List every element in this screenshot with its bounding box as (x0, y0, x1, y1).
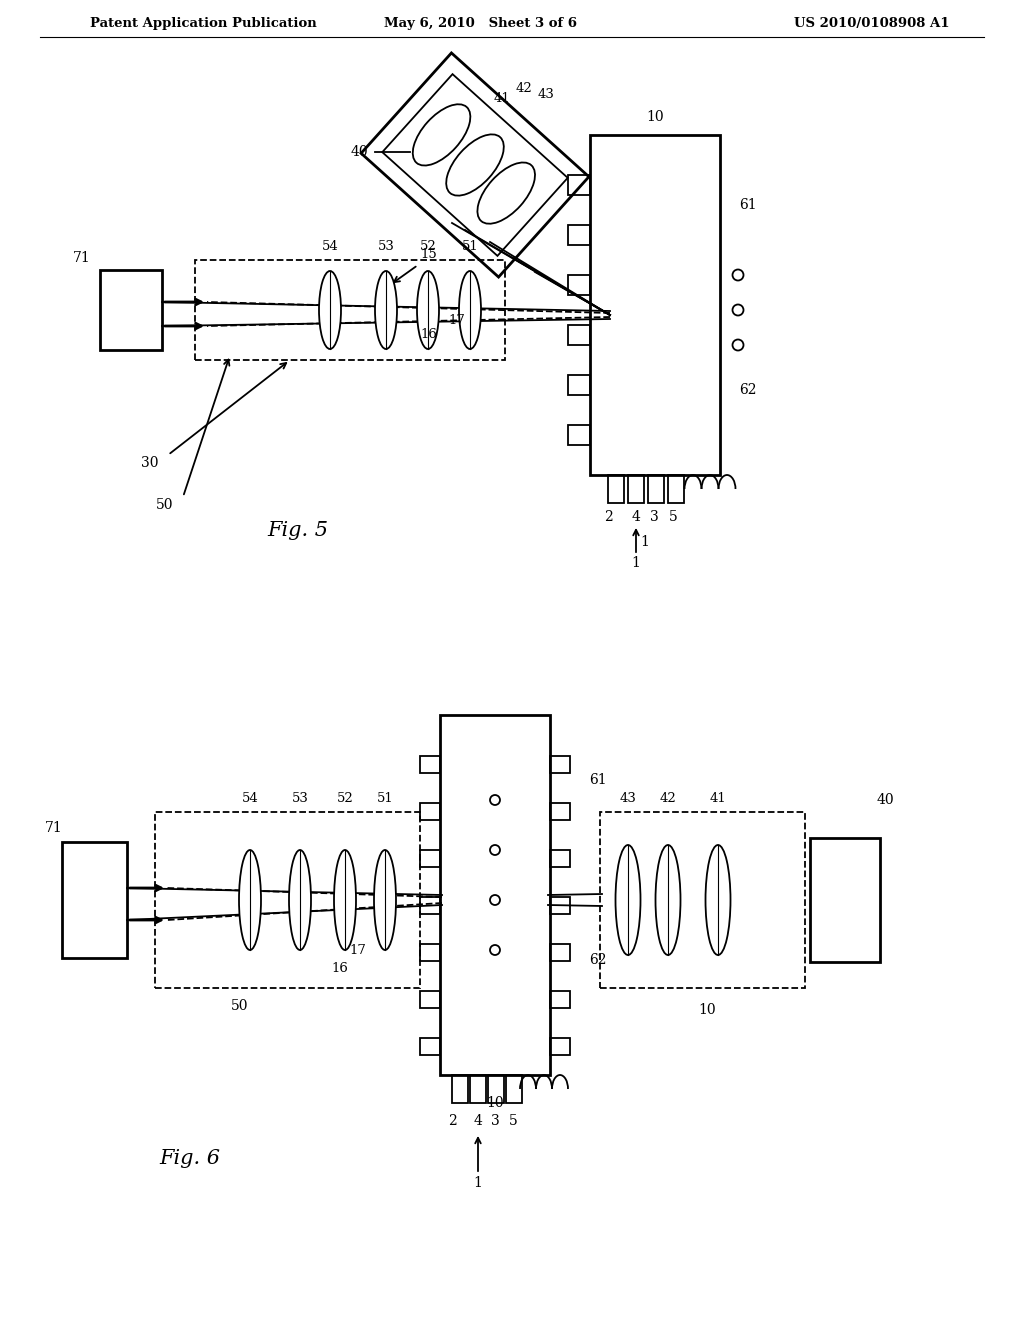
Text: 53: 53 (292, 792, 308, 804)
Bar (420, 1038, 440, 1055)
Bar (420, 944, 440, 961)
Ellipse shape (417, 271, 439, 348)
Bar (600, 812, 805, 987)
Text: 54: 54 (322, 239, 338, 252)
Ellipse shape (459, 271, 481, 348)
Ellipse shape (655, 845, 681, 954)
Bar (628, 475, 644, 503)
Bar (452, 1074, 468, 1104)
Bar (420, 803, 440, 820)
Text: 50: 50 (231, 999, 249, 1012)
Text: 5: 5 (669, 510, 677, 524)
Bar (568, 325, 590, 345)
Bar (550, 756, 570, 774)
Bar (470, 1074, 486, 1104)
Text: 2: 2 (603, 510, 612, 524)
Text: 51: 51 (462, 239, 478, 252)
Text: 10: 10 (486, 1096, 504, 1110)
Bar (100, 271, 162, 350)
Text: 1: 1 (473, 1176, 482, 1191)
Text: 4: 4 (473, 1114, 482, 1129)
Bar (810, 838, 880, 962)
Text: 42: 42 (516, 82, 532, 95)
Bar (550, 898, 570, 913)
Bar (550, 944, 570, 961)
Text: 43: 43 (620, 792, 637, 804)
Ellipse shape (319, 271, 341, 348)
Bar (568, 224, 590, 246)
Text: May 6, 2010   Sheet 3 of 6: May 6, 2010 Sheet 3 of 6 (384, 16, 577, 29)
Text: 10: 10 (698, 1003, 716, 1016)
Bar (590, 135, 720, 475)
Text: 5: 5 (509, 1114, 517, 1129)
Bar (568, 176, 590, 195)
Text: 52: 52 (420, 239, 436, 252)
Ellipse shape (375, 271, 397, 348)
Text: 40: 40 (350, 145, 368, 158)
Bar (420, 850, 440, 867)
Text: 41: 41 (494, 92, 510, 106)
Text: 17: 17 (349, 944, 367, 957)
Ellipse shape (289, 850, 311, 950)
Bar (568, 275, 590, 294)
Ellipse shape (413, 104, 470, 165)
Text: 61: 61 (739, 198, 757, 213)
Text: 61: 61 (589, 774, 607, 787)
Bar (648, 475, 664, 503)
Ellipse shape (334, 850, 356, 950)
Text: 54: 54 (242, 792, 258, 804)
Text: 62: 62 (739, 383, 757, 397)
Text: 3: 3 (649, 510, 658, 524)
Bar (506, 1074, 522, 1104)
Text: 71: 71 (45, 821, 62, 836)
Text: US 2010/0108908 A1: US 2010/0108908 A1 (795, 16, 950, 29)
Text: 71: 71 (73, 251, 91, 265)
Text: 40: 40 (877, 793, 894, 807)
Text: 1: 1 (641, 535, 649, 549)
Bar (568, 375, 590, 395)
Text: 4: 4 (632, 510, 640, 524)
Text: Patent Application Publication: Patent Application Publication (90, 16, 316, 29)
Bar (155, 812, 420, 987)
Text: 1: 1 (632, 556, 640, 570)
Text: 53: 53 (378, 239, 394, 252)
Text: 43: 43 (538, 88, 554, 102)
Bar (62, 842, 127, 958)
Text: 17: 17 (449, 314, 465, 326)
Ellipse shape (615, 845, 640, 954)
Text: 52: 52 (337, 792, 353, 804)
Bar (550, 850, 570, 867)
Ellipse shape (446, 135, 504, 195)
Bar (550, 991, 570, 1008)
Text: 2: 2 (447, 1114, 457, 1129)
Bar (568, 425, 590, 445)
Text: 30: 30 (141, 455, 159, 470)
Bar (550, 1038, 570, 1055)
Bar (195, 260, 505, 360)
Bar (420, 991, 440, 1008)
Text: 42: 42 (659, 792, 677, 804)
Bar (668, 475, 684, 503)
Ellipse shape (374, 850, 396, 950)
Text: 50: 50 (157, 498, 174, 512)
Text: 16: 16 (332, 961, 348, 974)
Text: 3: 3 (490, 1114, 500, 1129)
Text: Fig. 6: Fig. 6 (160, 1148, 220, 1167)
Ellipse shape (706, 845, 730, 954)
Bar (420, 898, 440, 913)
Text: 51: 51 (377, 792, 393, 804)
Ellipse shape (239, 850, 261, 950)
Text: 41: 41 (710, 792, 726, 804)
Text: 16: 16 (420, 329, 437, 342)
Bar (608, 475, 624, 503)
Text: Fig. 5: Fig. 5 (267, 520, 329, 540)
Text: 62: 62 (589, 953, 607, 968)
Bar (488, 1074, 504, 1104)
Ellipse shape (477, 162, 535, 223)
Bar (420, 756, 440, 774)
Bar (550, 803, 570, 820)
Bar (440, 715, 550, 1074)
Text: 10: 10 (646, 110, 664, 124)
Text: 15: 15 (420, 248, 437, 261)
